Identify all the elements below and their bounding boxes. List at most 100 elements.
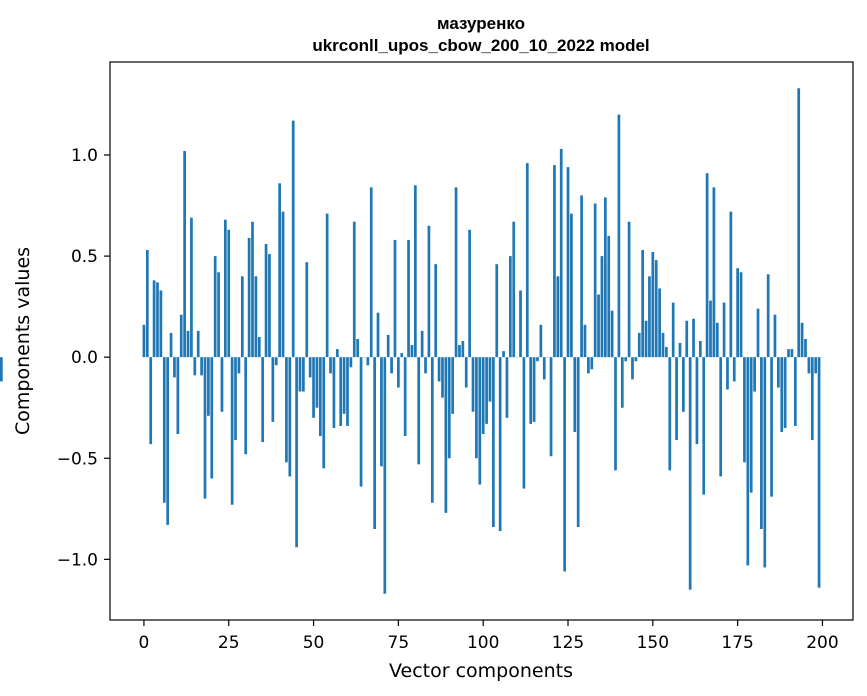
y-tick-label: 1.0 <box>71 146 98 166</box>
bar-component-152 <box>658 288 661 358</box>
bar-component-173 <box>729 211 733 358</box>
bar-component-133 <box>593 203 597 358</box>
bar-component-2 <box>149 357 153 445</box>
bar-component-56 <box>332 357 336 428</box>
bar-component-129 <box>580 195 583 358</box>
bar-component-159 <box>682 357 685 412</box>
bar-component-40 <box>278 183 281 358</box>
bar-series <box>0 88 821 594</box>
y-axis-ticks: −1.0 −0.5 0.0 0.5 1.0 <box>57 146 110 570</box>
bar-component-98 <box>475 357 478 459</box>
bar-component-131 <box>587 357 590 374</box>
bar-component-4 <box>156 282 159 358</box>
bar-component-168 <box>712 187 716 358</box>
bar-component-144 <box>631 357 634 380</box>
bar-component-104 <box>495 264 499 358</box>
bar-component-26 <box>230 357 234 505</box>
bar-component-64 <box>359 357 363 487</box>
bar-component-156 <box>671 302 675 358</box>
bar-component-69 <box>376 312 380 358</box>
bar-component-10 <box>176 357 180 434</box>
bar-component-43 <box>288 357 292 477</box>
bar-component-31 <box>247 237 251 358</box>
bar-component-92 <box>454 187 458 358</box>
bar-component-21 <box>213 256 217 358</box>
bar-component-103 <box>492 357 495 527</box>
y-tick-label: 0.5 <box>71 247 98 267</box>
bar-component-114 <box>529 357 533 424</box>
bar-component-82 <box>420 330 424 358</box>
bar-component-101 <box>485 357 488 424</box>
bar-component-145 <box>634 357 638 362</box>
y-tick-label: −1.0 <box>57 550 98 570</box>
bar-component-86 <box>434 264 438 358</box>
bar-component-23 <box>220 357 224 412</box>
bar-component-120 <box>549 357 553 457</box>
bar-component-73 <box>390 357 393 374</box>
bar-component-81 <box>417 357 421 465</box>
bar-component-132 <box>590 357 594 370</box>
bar-component-192 <box>793 357 797 426</box>
bar-component-25 <box>227 229 231 358</box>
bar-component-32 <box>251 221 254 358</box>
bar-component-166 <box>705 173 709 358</box>
bar-component-153 <box>661 332 665 358</box>
bar-component-0 <box>142 324 146 358</box>
bar-component-161 <box>688 357 692 590</box>
bar-component-139 <box>614 357 617 471</box>
bar-component-38 <box>271 357 275 422</box>
bar-component-113 <box>525 163 529 358</box>
bar-component-5 <box>159 290 163 358</box>
bar-component-150 <box>651 252 655 358</box>
bar-component-142 <box>624 357 628 362</box>
bar-component-190 <box>787 349 790 358</box>
bar-component-154 <box>665 347 668 358</box>
bar-component-17 <box>200 357 203 376</box>
x-tick-label: 175 <box>721 633 753 653</box>
bar-component-155 <box>668 357 672 471</box>
bar-component-27 <box>234 357 237 441</box>
bar-component-33 <box>254 276 258 358</box>
bar-component-174 <box>732 357 736 382</box>
bar-component-55 <box>329 357 332 374</box>
bar-component-46 <box>298 357 302 392</box>
bar-component-199 <box>817 357 821 588</box>
bar-component-185 <box>770 357 773 497</box>
bar-component-184 <box>766 274 770 358</box>
bar-component-187 <box>777 357 780 388</box>
bar-component-171 <box>722 302 726 358</box>
bar-component-140 <box>617 114 621 358</box>
x-axis-ticks: 0 25 50 75 100 125 150 175 200 <box>139 620 839 653</box>
bar-component-74 <box>393 239 397 358</box>
bar-component-191 <box>790 349 794 358</box>
bar-component-193 <box>797 88 801 358</box>
bar-component-97 <box>471 357 475 412</box>
y-tick-label: 0.0 <box>71 348 98 368</box>
plot-frame <box>109 61 854 621</box>
x-tick-label: 100 <box>467 633 499 653</box>
bar-component-75 <box>397 357 400 388</box>
bar-component-49 <box>308 357 312 378</box>
bar-component-121 <box>553 165 556 358</box>
bar-component-112 <box>522 357 526 489</box>
bar-component-165 <box>702 357 706 495</box>
bar-component-93 <box>458 345 461 358</box>
bar-component-118 <box>542 357 546 380</box>
bar-component-157 <box>675 357 678 441</box>
bar-component-67 <box>369 187 373 358</box>
chart-subtitle: ukrconll_upos_cbow_200_10_2022 model <box>312 36 649 55</box>
bar-component-88 <box>441 357 444 398</box>
bar-component-13 <box>186 330 190 358</box>
bar-component-50 <box>312 357 315 418</box>
bar-component-80 <box>413 185 417 358</box>
bar-component-30 <box>244 357 248 455</box>
bar-component-100 <box>481 357 485 434</box>
bar-component-163 <box>695 357 699 445</box>
bar-component-194 <box>800 322 804 358</box>
bar-component-87 <box>437 357 441 382</box>
bar-component-137 <box>607 235 611 358</box>
bar-component-164 <box>698 341 702 358</box>
bar-component-54 <box>325 213 329 358</box>
bar-component-9 <box>173 357 176 378</box>
